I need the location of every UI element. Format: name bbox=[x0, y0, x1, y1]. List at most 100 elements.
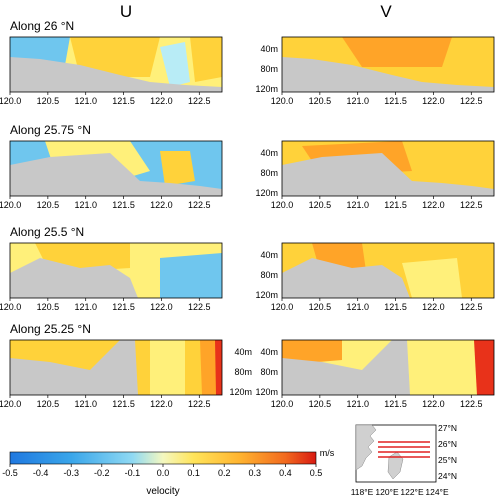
x-tick-label: 121.5 bbox=[384, 200, 407, 210]
colorbar-tick-label: 0.2 bbox=[218, 468, 231, 478]
panel-frame bbox=[9, 140, 223, 197]
x-tick-label: 120.5 bbox=[309, 96, 332, 106]
x-tick-label: 120.5 bbox=[37, 302, 60, 312]
field-patch bbox=[190, 37, 222, 82]
x-tick-label: 122.0 bbox=[422, 302, 445, 312]
x-tick-label: 121.0 bbox=[74, 399, 97, 409]
x-tick-label: 120.0 bbox=[0, 96, 21, 106]
x-tick-label: 121.5 bbox=[112, 96, 135, 106]
u-panel-2: 120.0 120.5 121.0 121.5 122.0 122.5 bbox=[0, 140, 223, 210]
x-tick-label: 121.5 bbox=[112, 399, 135, 409]
u-panel-4: 120.0 120.5 121.0 121.5 122.0 122.5 40m 80m 120m bbox=[0, 339, 252, 409]
map-section-lines bbox=[378, 441, 430, 458]
panel-frame bbox=[281, 242, 495, 299]
x-tick-label: 120.5 bbox=[309, 399, 332, 409]
x-tick-label: 122.5 bbox=[460, 399, 483, 409]
field-patch bbox=[402, 258, 462, 298]
colorbar-tick-label: -0.4 bbox=[33, 468, 49, 478]
bathymetry-land bbox=[282, 258, 410, 298]
bathymetry-land bbox=[10, 340, 138, 395]
column-title-v: V bbox=[380, 2, 392, 21]
colorbar-label: velocity bbox=[146, 486, 179, 497]
u-panel-3: 120.0 120.5 121.0 121.5 122.0 122.5 bbox=[0, 242, 223, 312]
depth-tick-label: 40m bbox=[260, 347, 278, 357]
row-title: Along 26 °N bbox=[10, 19, 74, 33]
column-title-u: U bbox=[120, 2, 132, 21]
field-patch bbox=[160, 253, 222, 298]
panel-frame bbox=[281, 339, 495, 396]
x-tick-label: 121.0 bbox=[74, 302, 97, 312]
x-tick-label: 122.5 bbox=[188, 200, 211, 210]
x-tick-label: 122.0 bbox=[150, 399, 173, 409]
x-tick-label: 122.5 bbox=[188, 302, 211, 312]
colorbar-tick-label: -0.5 bbox=[2, 468, 18, 478]
x-tick-label: 122.5 bbox=[460, 302, 483, 312]
depth-tick-label: 80m bbox=[260, 367, 278, 377]
x-tick-label: 120.5 bbox=[37, 399, 60, 409]
v-panel-2: 120.0 120.5 121.0 121.5 122.0 122.5 40m 80m 120m bbox=[255, 140, 495, 210]
map-lon-label: 122°E bbox=[400, 487, 424, 497]
x-tick-label: 120.0 bbox=[271, 96, 294, 106]
bathymetry-land bbox=[10, 57, 222, 92]
bathymetry-land bbox=[10, 258, 138, 298]
depth-tick-label: 80m bbox=[260, 168, 278, 178]
map-lon-label: 120°E bbox=[375, 487, 399, 497]
map-lat-label: 24°N bbox=[438, 471, 457, 481]
x-tick-label: 121.5 bbox=[384, 399, 407, 409]
x-tick-label: 120.5 bbox=[309, 200, 332, 210]
x-tick-label: 122.5 bbox=[460, 200, 483, 210]
bathymetry-land bbox=[10, 153, 222, 196]
panel-frame bbox=[9, 36, 223, 93]
x-tick-label: 122.0 bbox=[150, 302, 173, 312]
row-title: Along 25.75 °N bbox=[10, 123, 91, 137]
x-tick-label: 121.5 bbox=[112, 200, 135, 210]
x-tick-label: 122.5 bbox=[460, 96, 483, 106]
x-tick-label: 121.0 bbox=[346, 96, 369, 106]
x-tick-label: 120.5 bbox=[309, 302, 332, 312]
x-tick-label: 121.0 bbox=[346, 302, 369, 312]
section-panels: Along 26 °N 120.0 120.5 121.0 121.5 122.0 122.… bbox=[0, 19, 495, 409]
depth-tick-label: 40m bbox=[260, 44, 278, 54]
x-tick-label: 121.0 bbox=[74, 200, 97, 210]
x-tick-label: 120.0 bbox=[0, 302, 21, 312]
bathymetry-land bbox=[282, 57, 494, 92]
v-panel-4: 120.0 120.5 121.0 121.5 122.0 122.5 40m 80m 120m bbox=[255, 339, 495, 409]
panel-frame bbox=[9, 242, 223, 299]
colorbar-units: m/s bbox=[320, 448, 335, 458]
panel-frame bbox=[281, 140, 495, 197]
map-ticks: 27°N 26°N 25°N 24°N 118°E 120°E 122°E 124°E bbox=[351, 423, 457, 497]
depth-tick-label: 120m bbox=[255, 290, 278, 300]
field-patch bbox=[150, 340, 185, 395]
map-lon-label: 124°E bbox=[425, 487, 449, 497]
x-tick-label: 122.0 bbox=[422, 96, 445, 106]
field-patch bbox=[160, 151, 195, 186]
x-tick-label: 120.0 bbox=[271, 302, 294, 312]
depth-tick-label: 80m bbox=[234, 367, 252, 377]
x-tick-label: 122.5 bbox=[188, 399, 211, 409]
depth-tick-label: 120m bbox=[255, 387, 278, 397]
map-lat-label: 26°N bbox=[438, 439, 457, 449]
row-title: Along 25.5 °N bbox=[10, 225, 84, 239]
x-tick-label: 122.0 bbox=[150, 200, 173, 210]
field-patch bbox=[474, 340, 494, 395]
colorbar-tick-label: -0.2 bbox=[94, 468, 110, 478]
bathymetry-land bbox=[282, 153, 494, 196]
colorbar-tick-label: 0.4 bbox=[279, 468, 292, 478]
x-tick-label: 121.5 bbox=[384, 96, 407, 106]
map-mainland bbox=[355, 424, 377, 471]
depth-tick-label: 120m bbox=[229, 387, 252, 397]
colorbar-tick-label: -0.3 bbox=[63, 468, 79, 478]
x-tick-label: 121.0 bbox=[74, 96, 97, 106]
v-panel-1: 120.0 120.5 121.0 121.5 122.0 122.5 40m 80m 120m bbox=[255, 36, 495, 106]
depth-tick-label: 40m bbox=[260, 250, 278, 260]
x-tick-label: 120.0 bbox=[271, 399, 294, 409]
x-tick-label: 120.5 bbox=[37, 96, 60, 106]
x-tick-label: 122.5 bbox=[188, 96, 211, 106]
location-map: 27°N 26°N 25°N 24°N 118°E 120°E 122°E 124°E bbox=[351, 423, 457, 497]
depth-tick-label: 40m bbox=[260, 148, 278, 158]
row-title: Along 25.25 °N bbox=[10, 322, 91, 336]
x-tick-label: 121.5 bbox=[112, 302, 135, 312]
x-tick-label: 120.5 bbox=[37, 200, 60, 210]
depth-tick-label: 120m bbox=[255, 188, 278, 198]
x-tick-label: 120.0 bbox=[0, 399, 21, 409]
